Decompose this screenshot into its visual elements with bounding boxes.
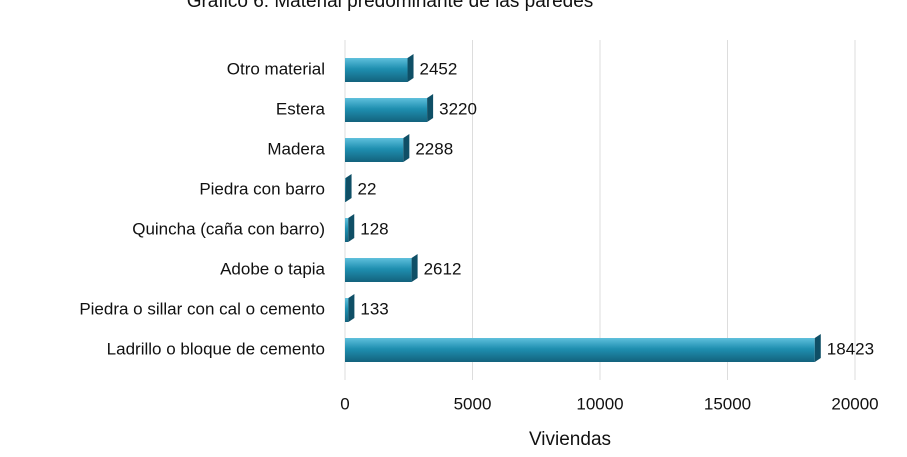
y-tick-label: Ladrillo o bloque de cemento [107, 339, 325, 358]
y-tick-label: Adobe o tapia [220, 259, 325, 278]
y-tick-label: Piedra con barro [199, 179, 325, 198]
data-label: 128 [360, 219, 388, 238]
bar-end [427, 94, 434, 122]
bar [345, 58, 408, 82]
chart-title: Gráfico 6: Material predominante de las … [187, 0, 594, 12]
bar [345, 138, 404, 162]
data-label: 2452 [420, 59, 458, 78]
data-label: 133 [360, 299, 388, 318]
x-tick-label: 10000 [576, 394, 623, 413]
data-label: 22 [358, 179, 377, 198]
x-tick-label: 15000 [704, 394, 751, 413]
data-label: 2288 [415, 139, 453, 158]
bar [345, 218, 349, 242]
x-tick-label: 20000 [831, 394, 878, 413]
y-tick-label: Piedra o sillar con cal o cemento [79, 299, 325, 318]
y-tick-label: Quincha (caña con barro) [132, 219, 325, 238]
x-tick-label: 5000 [454, 394, 492, 413]
bar-end [411, 254, 418, 282]
bar-end [348, 294, 355, 322]
bar [345, 298, 349, 322]
y-tick-label: Otro material [227, 59, 325, 78]
bar-end [345, 174, 352, 202]
x-tick-label: 0 [340, 394, 349, 413]
y-tick-label: Madera [267, 139, 325, 158]
bar [345, 178, 346, 202]
data-label: 2612 [424, 259, 462, 278]
data-label: 3220 [439, 99, 477, 118]
data-label: 18423 [827, 339, 874, 358]
bar-end [348, 214, 355, 242]
bar [345, 258, 412, 282]
bar-end [814, 334, 821, 362]
bar-end [403, 134, 410, 162]
x-axis-label: Viviendas [529, 429, 611, 450]
y-tick-label: Estera [276, 99, 326, 118]
bar [345, 338, 815, 362]
bar-end [407, 54, 414, 82]
bar [345, 98, 428, 122]
